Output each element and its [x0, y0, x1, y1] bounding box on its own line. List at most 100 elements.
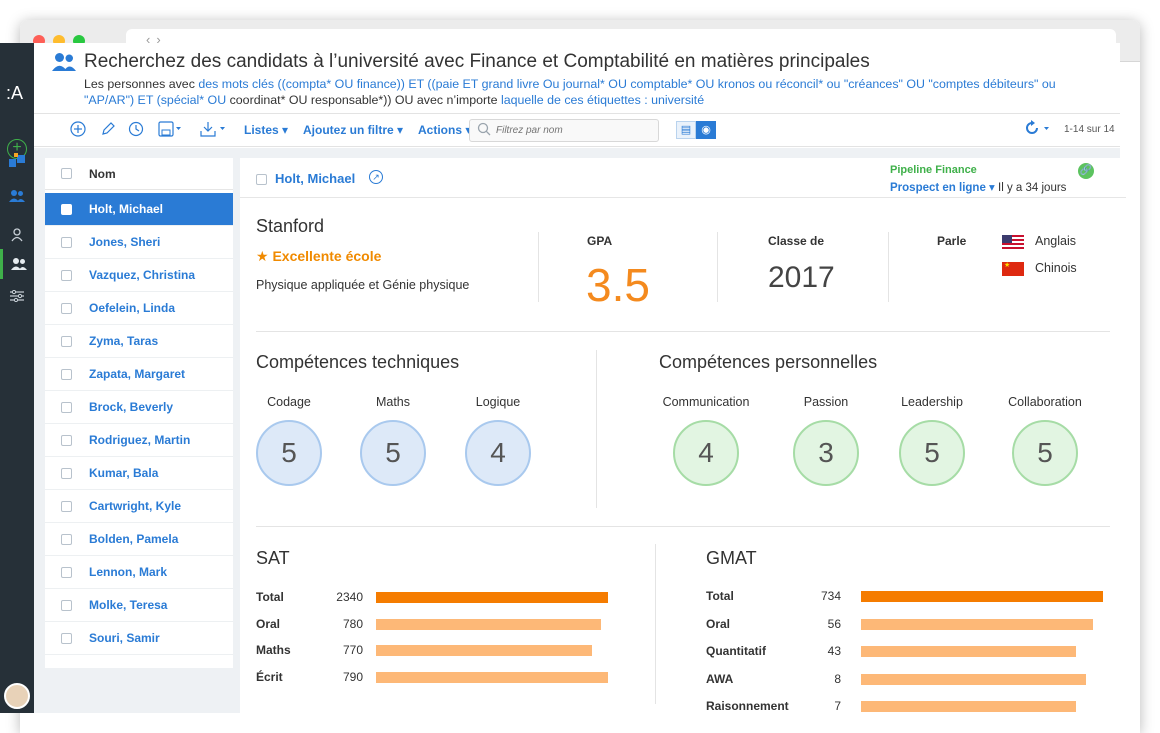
tech-skill-score: 5 — [256, 420, 322, 486]
score-label: Oral — [256, 616, 281, 631]
row-checkbox[interactable] — [61, 633, 72, 644]
desc-text-2: coordinat* OU responsable*)) OU avec n’i… — [226, 93, 501, 107]
list-item[interactable]: Holt, Michael — [45, 193, 233, 226]
filters-icon[interactable] — [0, 281, 34, 311]
add-circle-icon[interactable] — [70, 121, 86, 141]
open-external-icon[interactable]: ↗ — [369, 170, 383, 184]
tech-skills-title: Compétences techniques — [256, 352, 460, 372]
row-checkbox[interactable] — [61, 270, 72, 281]
search-description: Les personnes avec des mots clés ((compt… — [84, 76, 1104, 108]
refresh-icon[interactable] — [1024, 120, 1052, 141]
list-item[interactable]: Jones, Sheri — [45, 226, 233, 259]
toolbar: Listes ▾ Ajoutez un filtre ▾ Actions ▾ ▤… — [34, 113, 1120, 147]
select-all-checkbox[interactable] — [61, 168, 72, 179]
prospect-dropdown[interactable]: Prospect en ligne ▾ — [890, 182, 995, 194]
sat-title: SAT — [256, 548, 290, 568]
app-logo[interactable]: :A — [6, 83, 24, 103]
history-icon[interactable] — [128, 121, 144, 141]
candidate-list-name[interactable]: Oefelein, Linda — [89, 301, 176, 315]
list-item[interactable]: Rodriguez, Martin — [45, 424, 233, 457]
score-label: Écrit — [256, 669, 283, 684]
row-checkbox[interactable] — [61, 402, 72, 413]
list-item[interactable]: Oefelein, Linda — [45, 292, 233, 325]
grid-view-icon[interactable]: ▤ — [676, 121, 696, 139]
download-icon[interactable] — [200, 121, 226, 141]
row-checkbox[interactable] — [61, 237, 72, 248]
score-value: 2340 — [336, 590, 363, 604]
list-item[interactable]: Lennon, Mark — [45, 556, 233, 589]
lists-menu[interactable]: Listes ▾ — [244, 123, 289, 137]
dashboard-icon[interactable] — [0, 145, 34, 175]
add-filter-menu[interactable]: Ajoutez un filtre ▾ — [303, 123, 404, 137]
eye-view-icon[interactable]: ◉ — [696, 121, 716, 139]
row-checkbox[interactable] — [61, 435, 72, 446]
candidate-list-name[interactable]: Molke, Teresa — [89, 598, 168, 612]
candidate-list-name[interactable]: Bolden, Pamela — [89, 532, 179, 546]
list-item[interactable]: Bolden, Pamela — [45, 523, 233, 556]
list-item[interactable]: Brock, Beverly — [45, 391, 233, 424]
candidate-list-name[interactable]: Kumar, Bala — [89, 466, 159, 480]
score-bar — [376, 592, 608, 603]
gpa-label: GPA — [587, 234, 613, 248]
row-checkbox[interactable] — [61, 204, 72, 215]
candidate-list-name[interactable]: Rodriguez, Martin — [89, 433, 191, 447]
gmat-score-row: AWA 8 — [706, 672, 1103, 686]
actions-menu[interactable]: Actions ▾ — [418, 123, 472, 137]
score-value: 780 — [342, 616, 363, 631]
row-checkbox[interactable] — [61, 600, 72, 611]
row-checkbox[interactable] — [61, 369, 72, 380]
save-icon[interactable] — [158, 121, 182, 141]
tags-link[interactable]: laquelle de ces étiquettes : université — [500, 93, 705, 107]
row-checkbox[interactable] — [61, 534, 72, 545]
search-icon — [477, 122, 491, 139]
list-item[interactable]: Molke, Teresa — [45, 589, 233, 622]
soft-skills-title: Compétences personnelles — [659, 352, 878, 372]
candidate-name[interactable]: Holt, Michael — [275, 171, 356, 186]
list-item[interactable]: Zyma, Taras — [45, 325, 233, 358]
sat-score-row: Oral 780 — [256, 617, 608, 631]
candidate-list-name[interactable]: Jones, Sheri — [89, 235, 161, 249]
score-value: 770 — [342, 643, 363, 657]
row-checkbox[interactable] — [61, 501, 72, 512]
list-item[interactable]: Kumar, Bala — [45, 457, 233, 490]
score-value: 790 — [342, 669, 363, 684]
candidate-list-name[interactable]: Zapata, Margaret — [89, 367, 186, 381]
candidate-list-name[interactable]: Brock, Beverly — [89, 400, 174, 414]
candidate-list-name[interactable]: Cartwright, Kyle — [89, 499, 182, 513]
list-item[interactable]: Souri, Samir — [45, 622, 233, 655]
search-header: Recherchez des candidats à l’université … — [34, 43, 1120, 113]
us-flag-icon — [1002, 235, 1024, 249]
keywords-link[interactable]: des mots clés ((compta* OU finance)) ET … — [84, 77, 1056, 107]
candidate-list: Nom Holt, Michael Jones, Sheri Vazquez, Ch… — [45, 158, 233, 668]
pencil-icon[interactable] — [100, 121, 116, 141]
row-checkbox[interactable] — [61, 567, 72, 578]
candidate-list-name[interactable]: Lennon, Mark — [89, 565, 168, 579]
person-icon[interactable] — [0, 220, 34, 250]
people-icon[interactable] — [0, 181, 34, 211]
score-bar — [861, 673, 1086, 685]
tech-skill-score: 5 — [360, 420, 426, 486]
sat-score-row: Maths 770 — [256, 643, 608, 657]
candidate-list-name[interactable]: Vazquez, Christina — [89, 268, 196, 282]
row-checkbox[interactable] — [61, 303, 72, 314]
candidate-list-name[interactable]: Souri, Samir — [89, 631, 160, 645]
score-bar — [861, 701, 1076, 712]
list-item[interactable]: Vazquez, Christina — [45, 259, 233, 292]
row-checkbox[interactable] — [61, 468, 72, 479]
list-item[interactable]: Zapata, Margaret — [45, 358, 233, 391]
view-toggle: ▤ ◉ — [676, 121, 716, 139]
gmat-score-row: Oral 56 — [706, 617, 1103, 631]
list-header: Nom — [45, 158, 233, 190]
group-icon[interactable] — [0, 249, 34, 279]
list-item[interactable]: Cartwright, Kyle — [45, 490, 233, 523]
school-name: Stanford — [256, 216, 325, 236]
candidate-list-name[interactable]: Holt, Michael — [89, 202, 164, 216]
pipeline-label[interactable]: Pipeline Finance — [890, 164, 977, 176]
candidate-checkbox[interactable] — [256, 174, 267, 185]
row-checkbox[interactable] — [61, 336, 72, 347]
people-icon — [52, 53, 76, 76]
avatar[interactable] — [4, 683, 30, 709]
link-icon[interactable]: 🔗 — [1078, 163, 1094, 179]
candidate-list-name[interactable]: Zyma, Taras — [89, 334, 159, 348]
filter-name-input[interactable] — [496, 123, 651, 138]
